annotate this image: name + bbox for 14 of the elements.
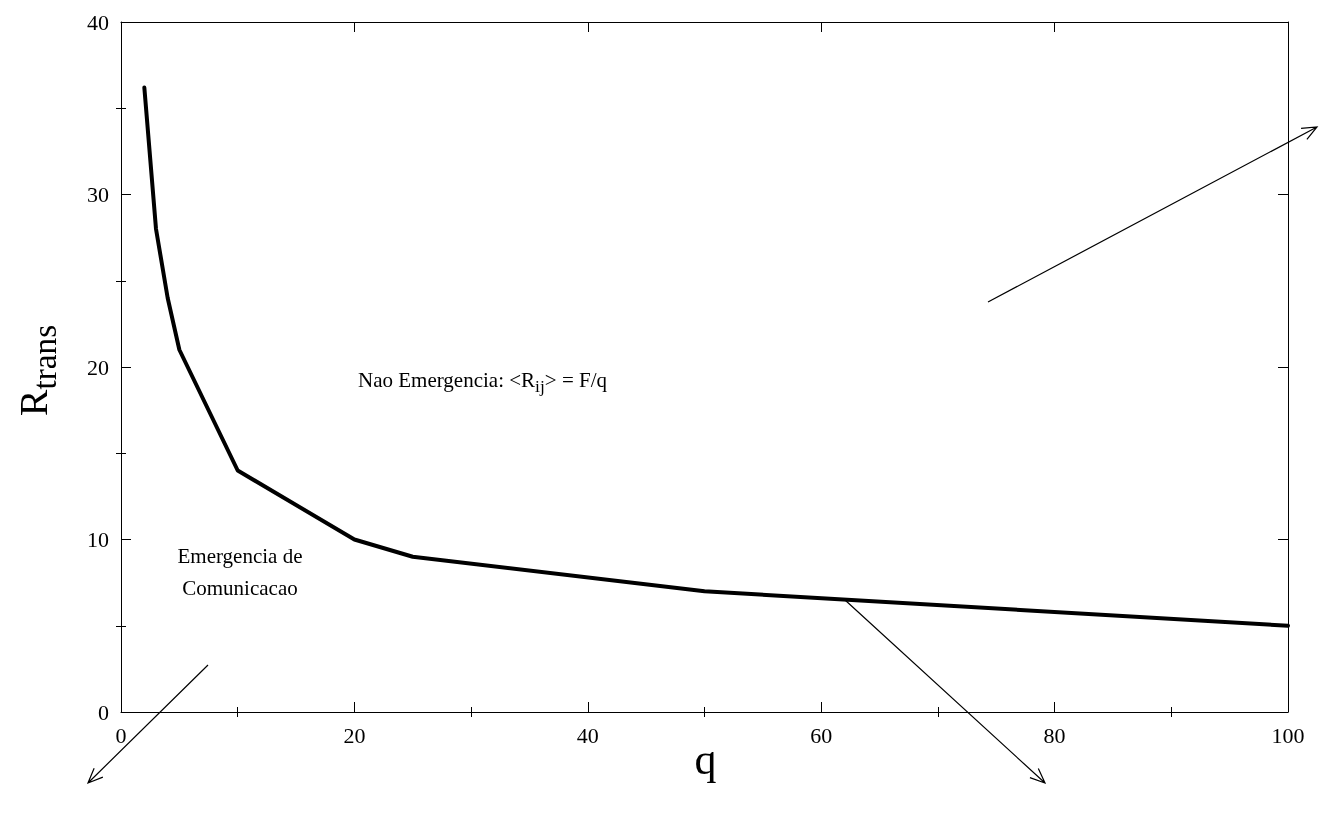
x-tick-label: 20 xyxy=(343,722,366,748)
x-tick-label: 60 xyxy=(810,722,833,748)
x-tick-label: 0 xyxy=(115,722,127,748)
y-tick-label: 0 xyxy=(98,699,109,725)
y-tick-label: 20 xyxy=(87,354,109,380)
x-tick-label: 40 xyxy=(576,722,599,748)
y-tick-label: 40 xyxy=(87,9,109,35)
x-axis-title: q xyxy=(694,735,717,784)
annotation: Nao Emergencia: <R$_{ij}$> = F/q xyxy=(358,367,608,399)
x-tick-label: 80 xyxy=(1043,722,1066,748)
annotation: Emergencia de Comunicacao xyxy=(176,543,304,602)
y-tick-label: 30 xyxy=(87,182,109,207)
x-tick-label: 100 xyxy=(1271,722,1305,748)
y-tick-label: 10 xyxy=(87,527,109,552)
